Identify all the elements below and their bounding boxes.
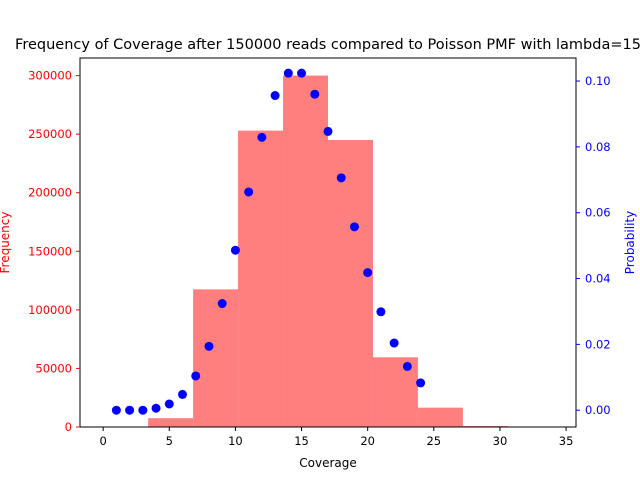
- y-axis-left-label: Frequency: [0, 212, 12, 274]
- histogram-bar: [417, 407, 463, 427]
- histogram-bars: [148, 75, 508, 428]
- pmf-point: [376, 307, 386, 317]
- pmf-point: [297, 68, 307, 78]
- x-tick-label: 20: [360, 434, 375, 448]
- histogram-bar: [148, 418, 194, 427]
- pmf-points: [111, 68, 426, 415]
- y-right-tick-label: 0.00: [585, 403, 611, 417]
- x-tick-label: 30: [493, 434, 508, 448]
- x-tick-label: 5: [166, 434, 173, 448]
- x-tick-label: 10: [228, 434, 243, 448]
- pmf-point: [336, 173, 346, 183]
- y-left-tick-label: 0: [65, 420, 72, 434]
- y-right-tick-label: 0.06: [585, 206, 611, 220]
- pmf-point: [323, 126, 333, 136]
- pmf-point: [125, 405, 135, 415]
- pmf-point: [191, 371, 201, 381]
- pmf-point: [283, 68, 293, 78]
- x-axis-label: Coverage: [299, 456, 357, 470]
- y-left-tick-label: 150000: [28, 244, 72, 258]
- y-axis-right-label: Probability: [623, 211, 637, 274]
- pmf-point: [363, 268, 373, 278]
- y-axis-right: 0.00 0.02 0.04 0.06 0.08 0.10: [576, 74, 611, 417]
- x-tick-label: 35: [559, 434, 574, 448]
- pmf-point: [230, 245, 240, 255]
- pmf-point: [257, 132, 267, 142]
- y-right-tick-label: 0.10: [585, 74, 611, 88]
- histogram-bar: [238, 130, 284, 427]
- chart-title: Frequency of Coverage after 150000 reads…: [15, 37, 640, 53]
- pmf-point: [138, 405, 148, 415]
- pmf-point: [151, 403, 161, 413]
- x-tick-label: 0: [99, 434, 106, 448]
- pmf-point: [389, 338, 399, 348]
- y-right-tick-label: 0.02: [585, 337, 611, 351]
- y-left-tick-label: 200000: [28, 186, 72, 200]
- y-right-tick-label: 0.04: [585, 272, 611, 286]
- pmf-point: [111, 405, 121, 415]
- y-right-tick-label: 0.08: [585, 140, 611, 154]
- pmf-point: [349, 222, 359, 232]
- pmf-point: [178, 389, 188, 399]
- x-tick-label: 25: [426, 434, 441, 448]
- y-axis-left: 0 50000 100000 150000 200000 250000 300000: [28, 69, 80, 434]
- histogram-bar: [193, 289, 239, 427]
- pmf-point: [416, 378, 426, 388]
- y-left-tick-label: 300000: [28, 69, 72, 83]
- x-axis: 0 5 10 15 20 25 30 35: [99, 427, 573, 448]
- pmf-point: [270, 91, 280, 101]
- pmf-point: [164, 399, 174, 409]
- y-left-tick-label: 100000: [28, 303, 72, 317]
- pmf-point: [244, 187, 254, 197]
- y-left-tick-label: 250000: [28, 127, 72, 141]
- histogram-bar: [283, 75, 328, 428]
- pmf-point: [310, 89, 320, 99]
- y-left-tick-label: 50000: [35, 361, 72, 375]
- pmf-point: [402, 361, 412, 371]
- plot-frame: [79, 57, 577, 428]
- pmf-point: [217, 299, 227, 309]
- histogram-bar: [328, 140, 373, 427]
- pmf-point: [204, 341, 214, 351]
- x-tick-label: 15: [294, 434, 309, 448]
